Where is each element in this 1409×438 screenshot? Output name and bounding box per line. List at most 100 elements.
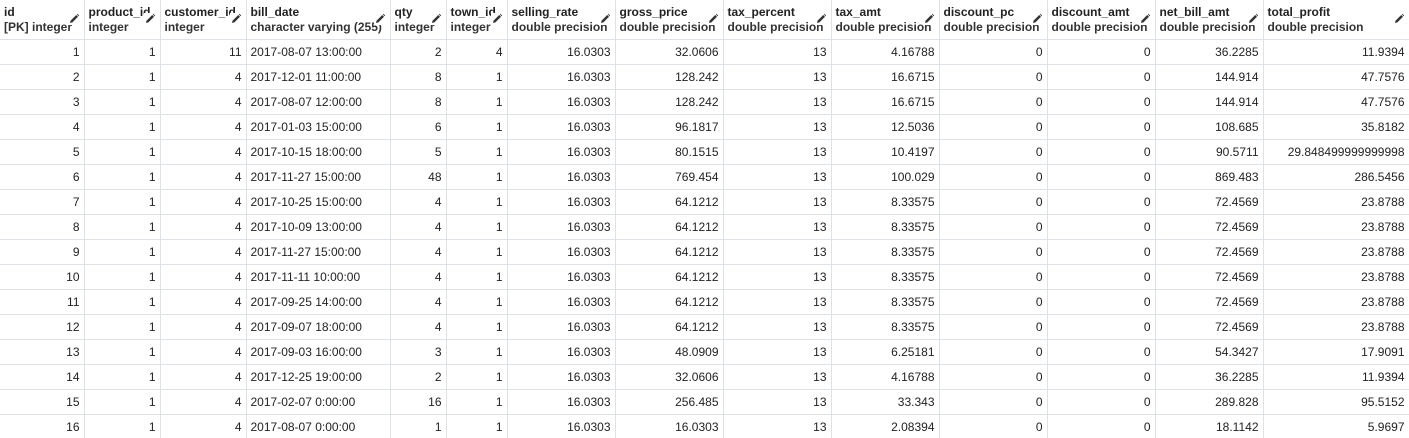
cell-id[interactable]: 6 — [0, 164, 85, 190]
cell-gross-price[interactable]: 64.1212 — [615, 264, 724, 290]
cell-customer-id[interactable]: 4 — [160, 139, 247, 165]
cell-tax-amt[interactable]: 8.33575 — [831, 264, 940, 290]
cell-discount-pc[interactable]: 0 — [939, 339, 1048, 365]
cell-net-bill-amt[interactable]: 108.685 — [1155, 114, 1264, 140]
cell-qty[interactable]: 5 — [390, 139, 447, 165]
edit-pencil-icon[interactable] — [814, 13, 827, 25]
cell-discount-pc[interactable]: 0 — [939, 214, 1048, 240]
cell-product-id[interactable]: 1 — [84, 314, 161, 340]
cell-net-bill-amt[interactable]: 72.4569 — [1155, 189, 1264, 215]
edit-pencil-icon[interactable] — [373, 13, 386, 25]
cell-discount-amt[interactable]: 0 — [1047, 264, 1156, 290]
cell-customer-id[interactable]: 4 — [160, 289, 247, 315]
cell-customer-id[interactable]: 4 — [160, 339, 247, 365]
edit-pencil-icon[interactable] — [706, 13, 719, 25]
cell-selling-rate[interactable]: 16.0303 — [507, 414, 616, 438]
cell-discount-amt[interactable]: 0 — [1047, 239, 1156, 265]
column-header-qty[interactable]: qty integer — [390, 0, 447, 40]
cell-total-profit[interactable]: 5.9697 — [1263, 414, 1409, 438]
cell-qty[interactable]: 4 — [390, 264, 447, 290]
cell-customer-id[interactable]: 4 — [160, 89, 247, 115]
cell-id[interactable]: 12 — [0, 314, 85, 340]
cell-tax-amt[interactable]: 6.25181 — [831, 339, 940, 365]
cell-town-id[interactable]: 1 — [446, 139, 508, 165]
cell-qty[interactable]: 4 — [390, 239, 447, 265]
cell-tax-amt[interactable]: 100.029 — [831, 164, 940, 190]
cell-net-bill-amt[interactable]: 36.2285 — [1155, 364, 1264, 390]
cell-customer-id[interactable]: 4 — [160, 264, 247, 290]
cell-customer-id[interactable]: 4 — [160, 364, 247, 390]
cell-customer-id[interactable]: 4 — [160, 239, 247, 265]
cell-town-id[interactable]: 4 — [446, 39, 508, 65]
cell-selling-rate[interactable]: 16.0303 — [507, 239, 616, 265]
column-header-net-bill-amt[interactable]: net_bill_amt double precision — [1155, 0, 1264, 40]
column-header-gross-price[interactable]: gross_price double precision — [615, 0, 724, 40]
cell-qty[interactable]: 3 — [390, 339, 447, 365]
cell-tax-percent[interactable]: 13 — [723, 339, 832, 365]
cell-qty[interactable]: 2 — [390, 364, 447, 390]
cell-bill-date[interactable]: 2017-12-01 11:00:00 — [246, 64, 391, 90]
cell-bill-date[interactable]: 2017-09-07 18:00:00 — [246, 314, 391, 340]
cell-id[interactable]: 9 — [0, 239, 85, 265]
cell-product-id[interactable]: 1 — [84, 139, 161, 165]
table-row[interactable]: 12 1 4 2017-09-07 18:00:00 4 1 16.0303 64.1212 1… — [0, 314, 1409, 340]
cell-tax-percent[interactable]: 13 — [723, 189, 832, 215]
cell-gross-price[interactable]: 80.1515 — [615, 139, 724, 165]
cell-discount-pc[interactable]: 0 — [939, 239, 1048, 265]
cell-qty[interactable]: 4 — [390, 289, 447, 315]
cell-customer-id[interactable]: 4 — [160, 164, 247, 190]
table-row[interactable]: 4 1 4 2017-01-03 15:00:00 6 1 16.0303 96.1817 13… — [0, 114, 1409, 140]
cell-tax-amt[interactable]: 12.5036 — [831, 114, 940, 140]
table-row[interactable]: 8 1 4 2017-10-09 13:00:00 4 1 16.0303 64.1212 13… — [0, 214, 1409, 240]
cell-net-bill-amt[interactable]: 36.2285 — [1155, 39, 1264, 65]
cell-selling-rate[interactable]: 16.0303 — [507, 264, 616, 290]
column-header-product-id[interactable]: product_id integer — [84, 0, 161, 40]
cell-qty[interactable]: 16 — [390, 389, 447, 415]
edit-pencil-icon[interactable] — [229, 13, 242, 25]
cell-gross-price[interactable]: 64.1212 — [615, 289, 724, 315]
column-header-selling-rate[interactable]: selling_rate double precision — [507, 0, 616, 40]
cell-tax-amt[interactable]: 4.16788 — [831, 364, 940, 390]
column-header-customer-id[interactable]: customer_id integer — [160, 0, 247, 40]
cell-tax-amt[interactable]: 33.343 — [831, 389, 940, 415]
cell-customer-id[interactable]: 4 — [160, 64, 247, 90]
cell-id[interactable]: 2 — [0, 64, 85, 90]
cell-tax-percent[interactable]: 13 — [723, 364, 832, 390]
cell-product-id[interactable]: 1 — [84, 64, 161, 90]
edit-pencil-icon[interactable] — [143, 13, 156, 25]
cell-id[interactable]: 10 — [0, 264, 85, 290]
cell-selling-rate[interactable]: 16.0303 — [507, 364, 616, 390]
cell-id[interactable]: 3 — [0, 89, 85, 115]
table-row[interactable]: 14 1 4 2017-12-25 19:00:00 2 1 16.0303 32.0606 1… — [0, 364, 1409, 390]
cell-product-id[interactable]: 1 — [84, 39, 161, 65]
cell-gross-price[interactable]: 769.454 — [615, 164, 724, 190]
cell-discount-pc[interactable]: 0 — [939, 264, 1048, 290]
cell-tax-percent[interactable]: 13 — [723, 89, 832, 115]
cell-discount-amt[interactable]: 0 — [1047, 314, 1156, 340]
cell-selling-rate[interactable]: 16.0303 — [507, 389, 616, 415]
cell-selling-rate[interactable]: 16.0303 — [507, 214, 616, 240]
cell-product-id[interactable]: 1 — [84, 289, 161, 315]
cell-qty[interactable]: 8 — [390, 89, 447, 115]
cell-selling-rate[interactable]: 16.0303 — [507, 64, 616, 90]
cell-selling-rate[interactable]: 16.0303 — [507, 164, 616, 190]
column-header-discount-pc[interactable]: discount_pc double precision — [939, 0, 1048, 40]
cell-selling-rate[interactable]: 16.0303 — [507, 189, 616, 215]
cell-tax-amt[interactable]: 10.4197 — [831, 139, 940, 165]
cell-net-bill-amt[interactable]: 72.4569 — [1155, 214, 1264, 240]
cell-tax-percent[interactable]: 13 — [723, 214, 832, 240]
table-row[interactable]: 7 1 4 2017-10-25 15:00:00 4 1 16.0303 64.1212 13… — [0, 189, 1409, 215]
cell-qty[interactable]: 8 — [390, 64, 447, 90]
cell-id[interactable]: 8 — [0, 214, 85, 240]
cell-discount-pc[interactable]: 0 — [939, 289, 1048, 315]
cell-id[interactable]: 15 — [0, 389, 85, 415]
cell-total-profit[interactable]: 23.8788 — [1263, 264, 1409, 290]
cell-total-profit[interactable]: 17.9091 — [1263, 339, 1409, 365]
cell-bill-date[interactable]: 2017-11-11 10:00:00 — [246, 264, 391, 290]
cell-total-profit[interactable]: 23.8788 — [1263, 289, 1409, 315]
column-header-id[interactable]: id [PK] integer — [0, 0, 85, 40]
cell-product-id[interactable]: 1 — [84, 339, 161, 365]
cell-bill-date[interactable]: 2017-01-03 15:00:00 — [246, 114, 391, 140]
table-row[interactable]: 13 1 4 2017-09-03 16:00:00 3 1 16.0303 48.0909 1… — [0, 339, 1409, 365]
